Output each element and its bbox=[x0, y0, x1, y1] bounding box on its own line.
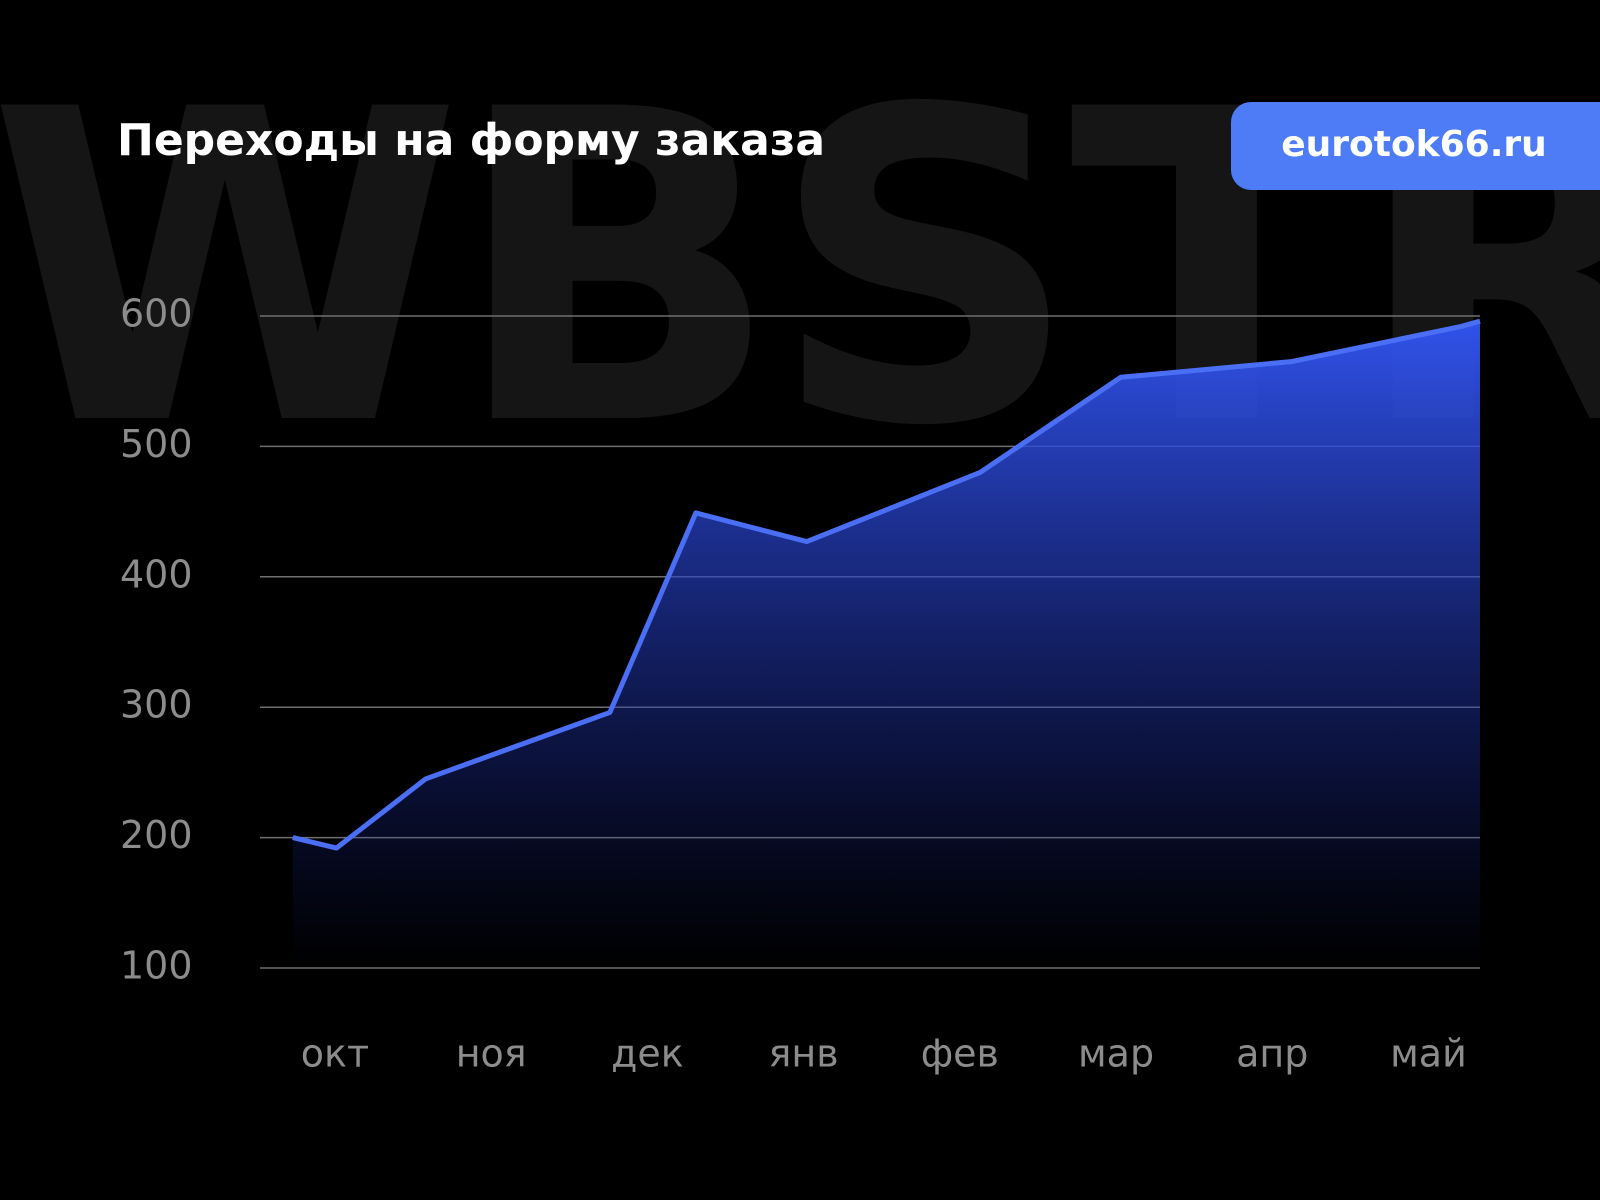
x-tick-label: фев bbox=[921, 1032, 999, 1076]
line bbox=[292, 318, 1481, 851]
y-tick-label: 200 bbox=[120, 813, 193, 857]
chart-title: Переходы на форму заказа bbox=[117, 115, 825, 166]
x-tick-label: дек bbox=[611, 1032, 684, 1076]
y-tick-label: 600 bbox=[120, 292, 193, 336]
x-tick-label: апр bbox=[1236, 1032, 1308, 1076]
y-tick-label: 100 bbox=[120, 944, 193, 988]
x-tick-label: ноя bbox=[456, 1032, 527, 1076]
badge bbox=[1231, 102, 1600, 190]
badge-text: eurotok66.ru bbox=[1281, 124, 1547, 165]
y-tick-label: 400 bbox=[120, 552, 193, 596]
area-fill bbox=[292, 321, 1481, 968]
y-tick-label: 300 bbox=[120, 683, 193, 727]
y-tick-label: 500 bbox=[120, 422, 193, 466]
plot-area: 100 200 300 400 500 600 окт ноя дек янв фев мар апр м… bbox=[120, 292, 1481, 1076]
x-tick-label: окт bbox=[301, 1032, 369, 1076]
x-tick-label: мар bbox=[1078, 1032, 1154, 1076]
x-tick-label: май bbox=[1390, 1032, 1467, 1076]
x-tick-label: янв bbox=[769, 1032, 839, 1076]
